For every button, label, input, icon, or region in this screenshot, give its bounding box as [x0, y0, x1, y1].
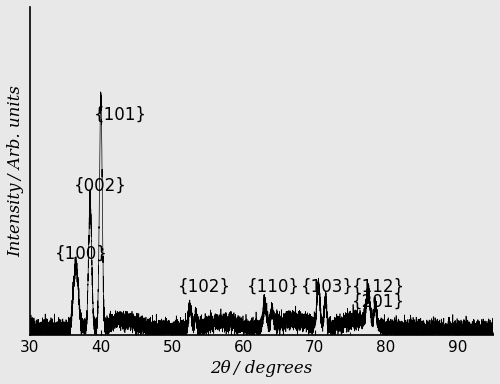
X-axis label: 2θ / degrees: 2θ / degrees	[210, 360, 312, 377]
Text: {110}: {110}	[247, 278, 300, 296]
Text: {102}: {102}	[178, 278, 231, 296]
Text: {103}: {103}	[300, 278, 354, 296]
Text: {002}: {002}	[74, 177, 126, 195]
Text: {112}: {112}	[352, 278, 405, 296]
Text: {100}: {100}	[54, 245, 108, 263]
Y-axis label: Intensity / Arb. units: Intensity / Arb. units	[7, 85, 24, 257]
Text: {101}: {101}	[94, 106, 146, 124]
Text: {201}: {201}	[352, 292, 405, 310]
